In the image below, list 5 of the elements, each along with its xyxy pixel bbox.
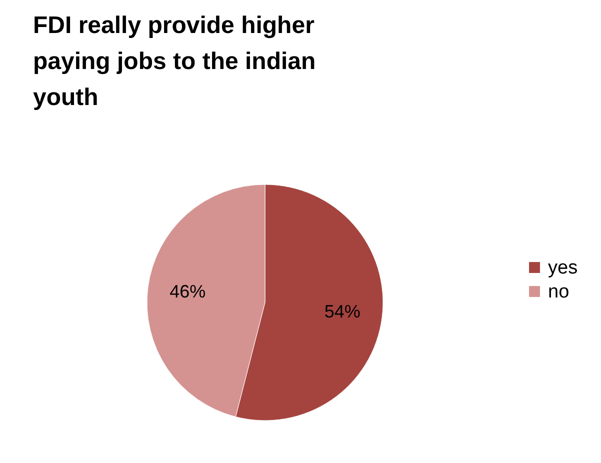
legend-label: yes [548, 258, 578, 278]
data-label: 46% [170, 282, 206, 302]
chart-title: FDI really provide higher paying jobs to the indian youth [33, 12, 316, 111]
data-label: 54% [324, 301, 360, 322]
legend-label: no [548, 282, 570, 302]
